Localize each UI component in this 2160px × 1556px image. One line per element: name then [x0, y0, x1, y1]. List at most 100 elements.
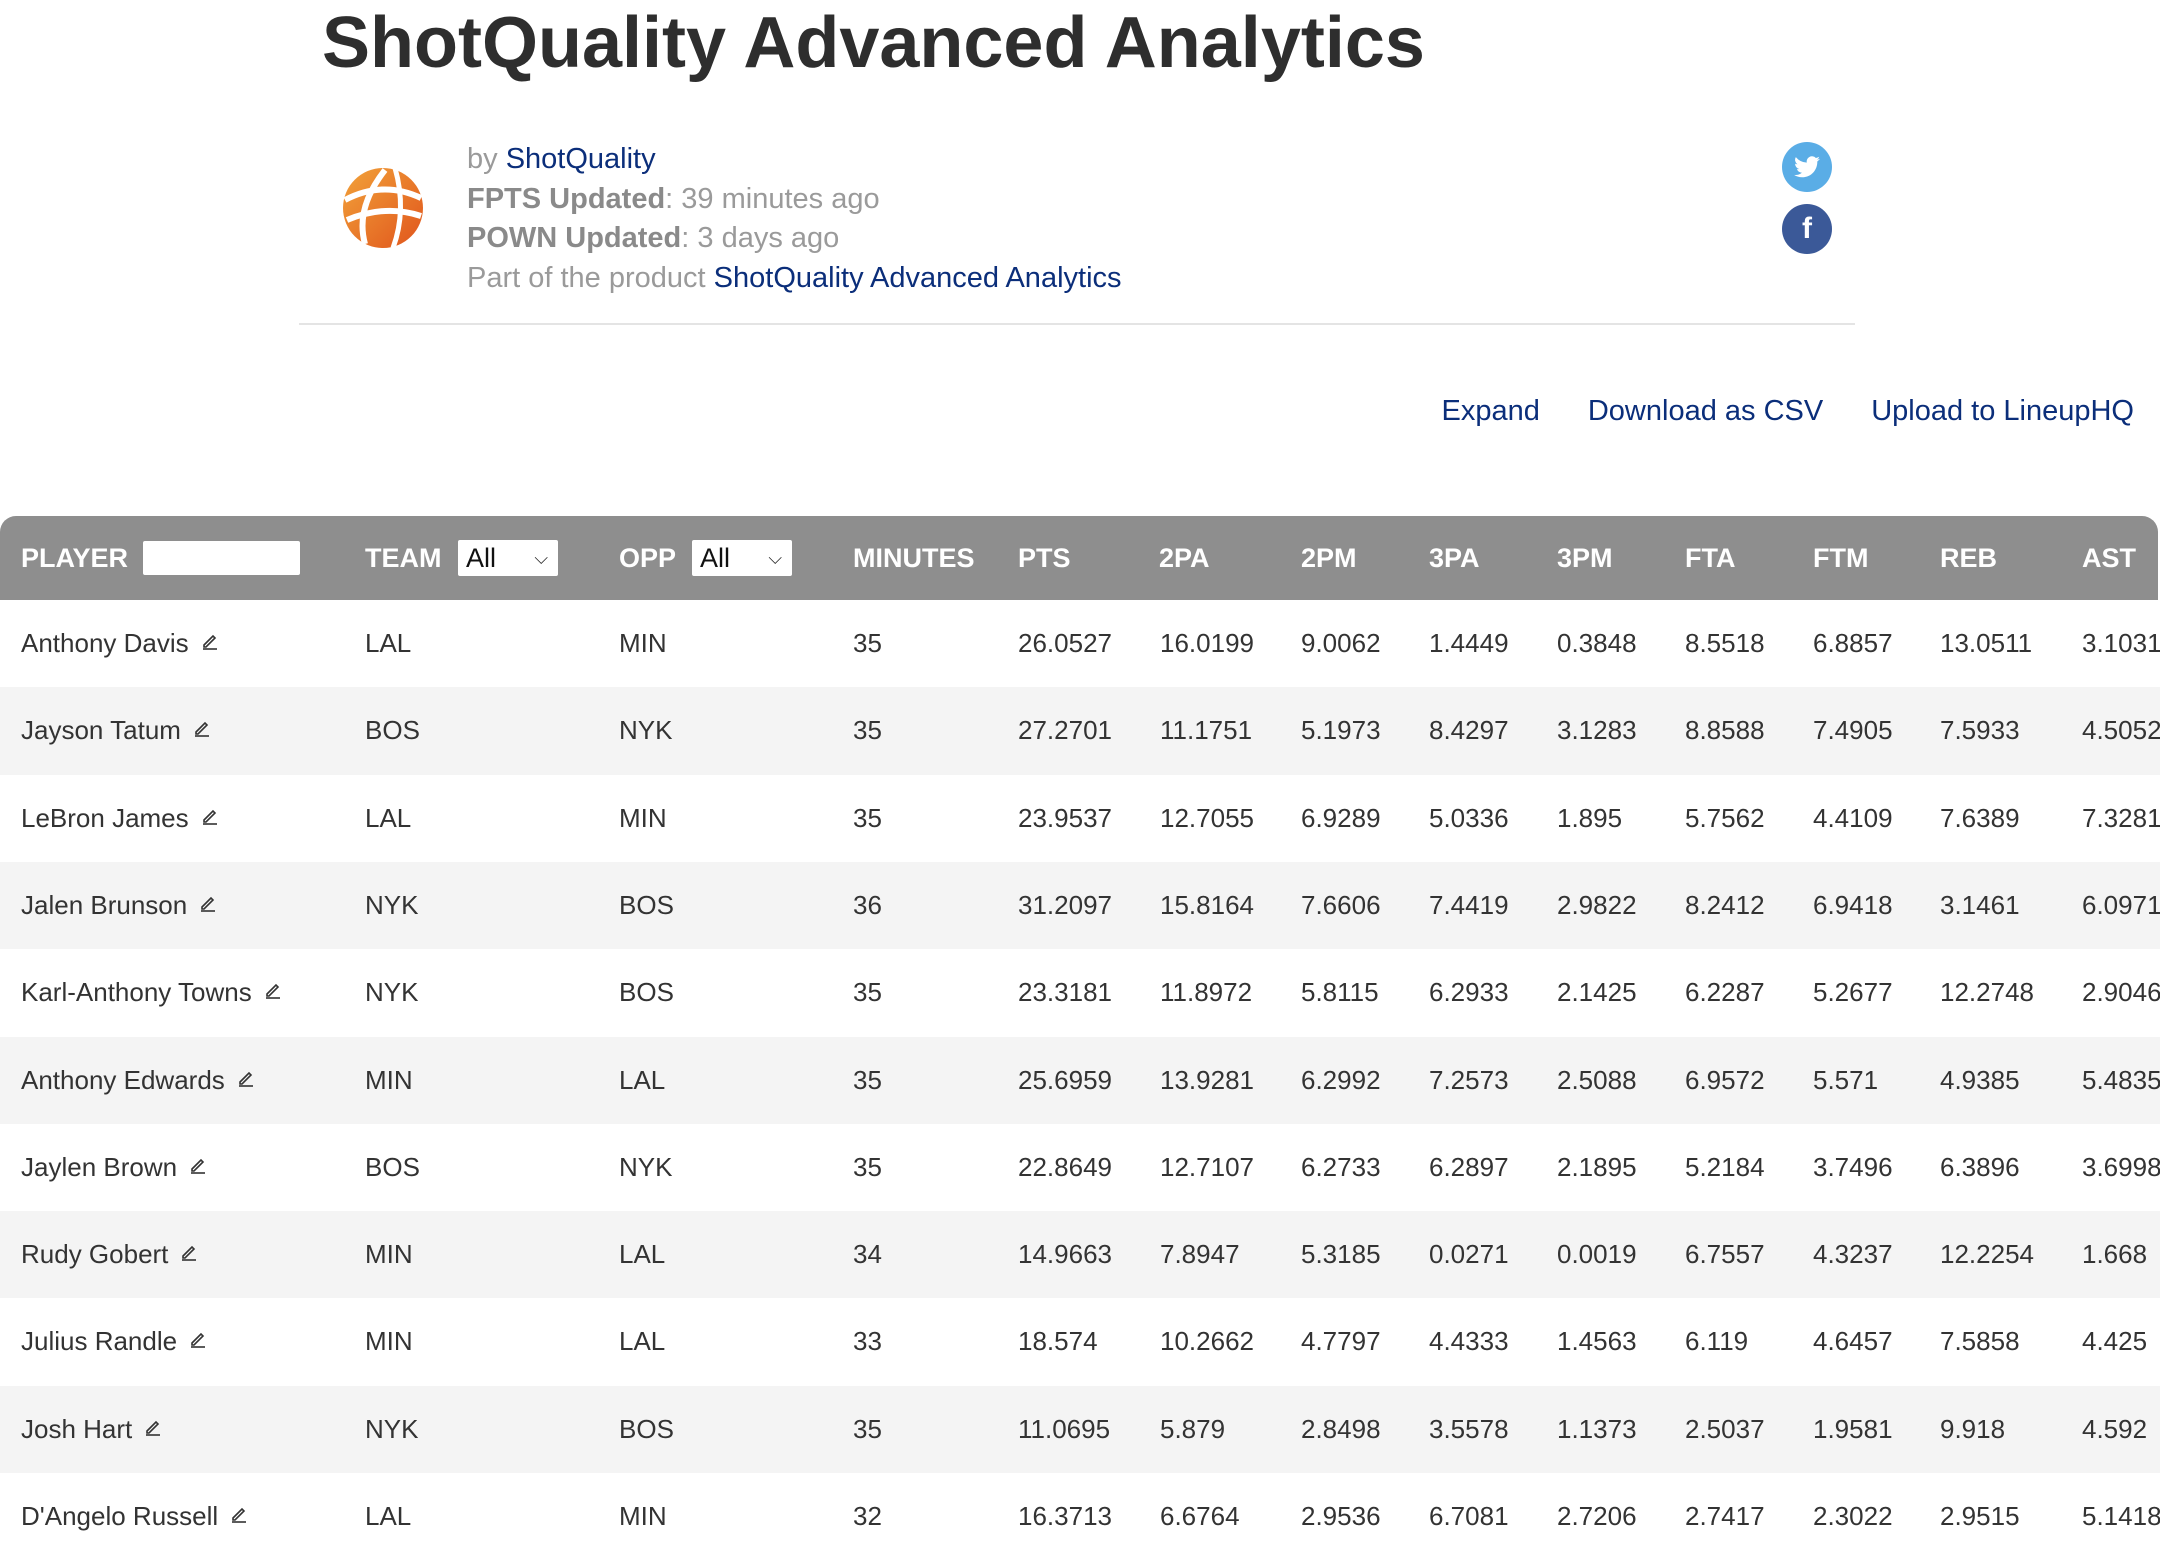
edit-pencil-icon[interactable] [189, 1156, 207, 1174]
cell-ftm: 6.9418 [1813, 862, 1893, 949]
cell-value: 7.6606 [1301, 889, 1381, 920]
cell-3pm: 1.4563 [1557, 1298, 1637, 1385]
player-name: Karl-Anthony Towns [21, 977, 252, 1008]
cell-team: MIN [365, 1211, 413, 1298]
col-ast[interactable]: AST [2082, 543, 2136, 573]
cell-value: 2.9822 [1557, 889, 1637, 920]
cell-value: 6.2992 [1301, 1064, 1381, 1095]
edit-pencil-icon[interactable] [201, 807, 219, 825]
cell-value: 33 [853, 1326, 882, 1357]
cell-player[interactable]: Rudy Gobert [21, 1211, 198, 1298]
opp-select[interactable]: All ⌵ [692, 540, 792, 576]
fpts-updated: FPTS Updated: 39 minutes ago [467, 180, 1122, 220]
col-2pm[interactable]: 2PM [1301, 543, 1357, 573]
team-select[interactable]: All ⌵ [458, 540, 558, 576]
fpts-value: : 39 minutes ago [665, 182, 880, 215]
product-line: Part of the product ShotQuality Advanced… [467, 259, 1122, 299]
cell-minutes: 35 [853, 1386, 882, 1473]
cell-3pa: 7.2573 [1429, 1037, 1509, 1124]
cell-team: MIN [365, 1298, 413, 1385]
edit-pencil-icon[interactable] [189, 1330, 207, 1349]
table-actions: Expand Download as CSV Upload to LineupH… [1442, 395, 2135, 428]
cell-value: 7.4419 [1429, 889, 1509, 920]
edit-pencil-icon[interactable] [144, 1418, 162, 1436]
col-3pa[interactable]: 3PA [1429, 543, 1480, 573]
cell-player[interactable]: Julius Randle [21, 1298, 207, 1385]
edit-pencil-icon[interactable] [180, 1243, 198, 1261]
cell-minutes: 35 [853, 687, 882, 774]
player-name: Josh Hart [21, 1413, 133, 1444]
projections-table: PLAYER TEAM All ⌵ OPP All ⌵ MINUTES PTS … [0, 516, 2160, 1556]
cell-value: 6.7557 [1685, 1239, 1765, 1270]
edit-pencil-icon[interactable] [199, 894, 217, 912]
cell-player[interactable]: Jalen Brunson [21, 862, 217, 949]
cell-value: BOS [619, 1413, 674, 1444]
cell-fta: 6.2287 [1685, 949, 1765, 1036]
cell-3pa: 6.2897 [1429, 1124, 1509, 1211]
col-2pa[interactable]: 2PA [1159, 543, 1210, 573]
edit-pencil-icon[interactable] [201, 632, 219, 650]
cell-player[interactable]: D'Angelo Russell [21, 1473, 248, 1556]
cell-2pm: 5.1973 [1301, 687, 1381, 774]
cell-team: LAL [365, 1473, 411, 1556]
cell-player[interactable]: Jaylen Brown [21, 1124, 207, 1211]
col-pts[interactable]: PTS [1018, 543, 1071, 573]
cell-value: 2.3022 [1813, 1501, 1893, 1531]
col-reb[interactable]: REB [1940, 543, 1998, 573]
cell-ftm: 6.8857 [1813, 600, 1893, 687]
cell-3pm: 2.7206 [1557, 1473, 1637, 1556]
cell-value: LAL [365, 628, 412, 658]
cell-value: 3.5578 [1429, 1413, 1509, 1444]
cell-player[interactable]: Anthony Davis [21, 600, 219, 687]
col-3pm[interactable]: 3PM [1557, 543, 1613, 573]
twitter-share-button[interactable] [1782, 142, 1832, 192]
facebook-share-button[interactable]: f [1782, 204, 1832, 254]
col-minutes[interactable]: MINUTES [853, 543, 975, 573]
product-link[interactable]: ShotQuality Advanced Analytics [713, 261, 1122, 294]
cell-pts: 23.3181 [1018, 949, 1112, 1036]
col-fta[interactable]: FTA [1685, 543, 1736, 573]
cell-value: 6.9572 [1685, 1064, 1765, 1095]
cell-minutes: 35 [853, 949, 882, 1036]
edit-pencil-icon[interactable] [264, 981, 282, 999]
cell-value: 1.4449 [1429, 628, 1509, 658]
col-opp[interactable]: OPP [619, 543, 677, 573]
cell-player[interactable]: Jayson Tatum [21, 687, 211, 774]
cell-2pa: 12.7107 [1160, 1124, 1254, 1211]
table-row: D'Angelo Russell LAL MIN 32 16.3713 6.6764 2.9… [0, 1473, 2160, 1556]
edit-pencil-icon[interactable] [230, 1505, 248, 1523]
col-ftm[interactable]: FTM [1813, 543, 1869, 573]
author-link[interactable]: ShotQuality [505, 143, 656, 175]
edit-pencil-icon[interactable] [237, 1069, 255, 1087]
expand-link[interactable]: Expand [1441, 395, 1540, 427]
cell-2pa: 16.0199 [1160, 600, 1254, 687]
cell-player[interactable]: Anthony Edwards [21, 1037, 255, 1124]
cell-3pm: 0.0019 [1557, 1211, 1637, 1298]
player-search-input[interactable] [143, 541, 300, 575]
cell-value: MIN [619, 802, 667, 833]
cell-value: 22.8649 [1018, 1151, 1112, 1182]
player-name: LeBron James [21, 802, 189, 833]
cell-value: MIN [365, 1326, 413, 1357]
cell-opp: LAL [619, 1037, 665, 1124]
cell-player[interactable]: Josh Hart [21, 1386, 162, 1473]
col-player[interactable]: PLAYER [21, 543, 129, 573]
pown-updated: POWN Updated: 3 days ago [467, 219, 1122, 259]
cell-minutes: 35 [853, 1037, 882, 1124]
cell-opp: LAL [619, 1298, 665, 1385]
player-name: Julius Randle [21, 1326, 178, 1357]
edit-pencil-icon[interactable] [193, 719, 211, 738]
cell-value: 26.0527 [1018, 628, 1112, 658]
cell-value: 4.4109 [1813, 802, 1893, 833]
upload-lineuphq-link[interactable]: Upload to LineupHQ [1871, 395, 2134, 427]
cell-value: 12.2254 [1940, 1239, 2034, 1270]
cell-2pa: 15.8164 [1160, 862, 1254, 949]
download-csv-link[interactable]: Download as CSV [1587, 395, 1824, 427]
cell-player[interactable]: LeBron James [21, 775, 219, 862]
cell-3pm: 0.3848 [1557, 600, 1637, 687]
pown-label: POWN Updated [467, 222, 682, 254]
table-row: Jayson Tatum BOS NYK 35 27.2701 11.1751 5.1973… [0, 687, 2160, 775]
cell-player[interactable]: Karl-Anthony Towns [21, 949, 282, 1036]
col-team[interactable]: TEAM [365, 543, 442, 573]
cell-value: 13.9281 [1160, 1064, 1254, 1095]
